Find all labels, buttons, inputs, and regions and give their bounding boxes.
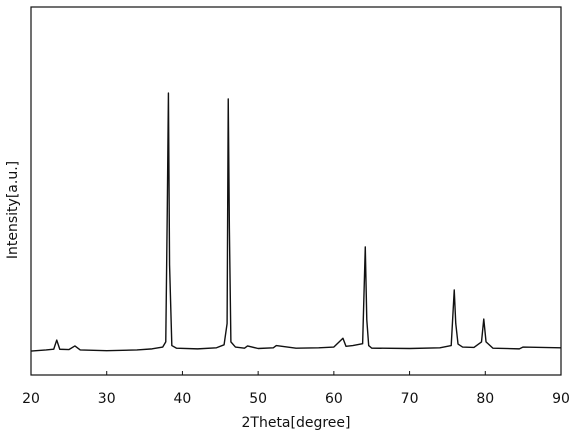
x-tick-label: 60: [325, 391, 343, 407]
x-tick-label: 30: [98, 391, 116, 407]
x-tick-label: 50: [249, 391, 267, 407]
x-tick-label: 40: [174, 391, 192, 407]
x-tick-label: 70: [401, 391, 419, 407]
x-axis-label: 2Theta[degree]: [242, 415, 351, 431]
y-axis-label: Intensity[a.u.]: [5, 161, 21, 259]
x-tick-label: 20: [22, 391, 40, 407]
x-tick-label: 90: [552, 391, 570, 407]
xrd-line: [30, 92, 562, 352]
x-tick-label: 80: [476, 391, 494, 407]
plot-frame: [30, 6, 562, 376]
